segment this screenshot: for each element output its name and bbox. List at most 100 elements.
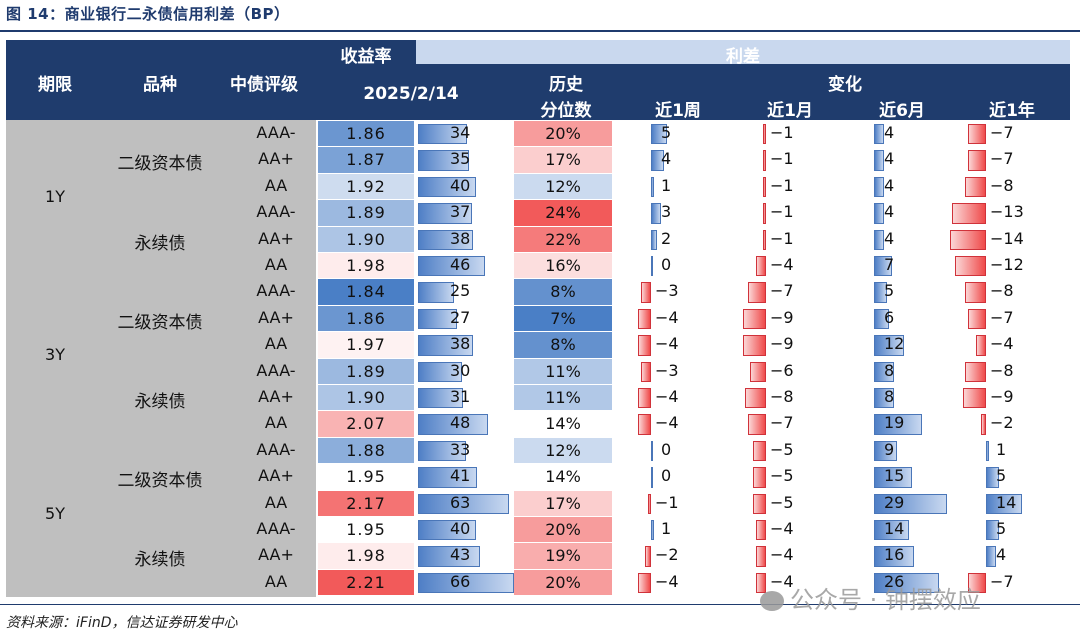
change-value: −9: [770, 307, 794, 327]
change-bar: [986, 467, 999, 488]
change-value: 12: [884, 334, 905, 354]
change-bar: [874, 546, 914, 567]
percentile-cell: 12%: [514, 173, 612, 200]
change-bar: [986, 520, 999, 541]
spread-value: 40: [450, 519, 471, 538]
change-value: −1: [655, 492, 679, 512]
percentile-cell: 24%: [514, 200, 612, 226]
yield-cell: 1.88: [318, 437, 414, 464]
change-bar: [753, 467, 766, 488]
change-value: −3: [655, 360, 679, 380]
spread-value: 40: [450, 175, 471, 195]
type-label: 永续债: [134, 550, 186, 571]
change-bar: [651, 440, 653, 462]
type-label: 二级资本债: [117, 154, 203, 175]
wechat-icon: [760, 591, 784, 611]
term-label: 3Y: [45, 345, 65, 365]
change-bar: [742, 308, 766, 330]
change-bar: [638, 335, 651, 356]
spread-value: 46: [450, 255, 471, 274]
change-value: −4: [770, 545, 794, 565]
yield-cell: 1.97: [318, 332, 414, 358]
spread-bar: [418, 572, 514, 594]
row-label-area: [6, 120, 316, 597]
change-bar: [980, 414, 986, 435]
spread-value: 34: [450, 123, 471, 142]
rating-cell: AA+: [258, 149, 294, 169]
change-bar: [874, 124, 884, 145]
change-value: 7: [884, 255, 895, 274]
spread-bar: [418, 282, 455, 303]
percentile-cell: 17%: [514, 490, 612, 516]
change-bar: [949, 229, 986, 250]
percentile-cell: 8%: [514, 279, 612, 305]
spread-bar: [418, 520, 476, 541]
change-bar: [874, 256, 892, 277]
change-value: −8: [770, 387, 794, 406]
spread-bar: [418, 467, 478, 488]
yield-cell: 1.89: [318, 358, 414, 384]
change-bar: [954, 256, 986, 277]
yield-cell: 2.21: [318, 569, 414, 596]
spread-bar: [418, 229, 474, 250]
spread-value: 38: [450, 228, 471, 248]
term-label: 1Y: [45, 187, 65, 206]
change-value: −2: [655, 545, 679, 565]
change-bar: [874, 414, 922, 435]
change-value: 26: [884, 571, 905, 591]
change-bar: [965, 282, 986, 303]
spread-bar: [418, 335, 474, 356]
change-bar: [641, 282, 651, 303]
header-spread-group: 利差: [726, 47, 760, 67]
header-hist-1: 历史: [549, 75, 583, 95]
rating-cell: AAA-: [256, 439, 296, 459]
rating-cell: AAA-: [256, 519, 296, 538]
change-bar: [874, 361, 894, 382]
change-bar: [641, 361, 651, 382]
spread-bar: [418, 388, 463, 409]
change-bar: [745, 388, 766, 409]
change-value: 1: [661, 175, 672, 195]
percentile-cell: 12%: [514, 437, 612, 464]
change-value: 4: [884, 202, 895, 222]
change-bar: [874, 467, 912, 488]
type-label: 二级资本债: [117, 312, 203, 333]
spread-bar: [418, 176, 476, 198]
type-label: 永续债: [134, 233, 186, 254]
rating-cell: AA+: [258, 228, 294, 248]
change-bar: [753, 493, 766, 514]
change-value: −7: [990, 149, 1014, 169]
percentile-cell: 17%: [514, 147, 612, 173]
watermark-text: 公众号 · 钟摆效应: [790, 586, 981, 614]
change-bar: [874, 282, 887, 303]
change-bar: [763, 229, 766, 250]
change-bar: [874, 150, 884, 171]
yield-cell: 1.95: [318, 517, 414, 543]
spread-value: 30: [450, 360, 471, 380]
spread-bar: [418, 361, 462, 382]
source-note: 资料来源：iFinD，信达证券研发中心: [6, 615, 238, 631]
change-value: 14: [996, 492, 1017, 512]
spread-value: 37: [450, 202, 471, 222]
spread-bar: [418, 414, 488, 435]
percentile-cell: 20%: [514, 517, 612, 543]
spread-bar: [418, 308, 458, 330]
rating-cell: AA: [264, 255, 288, 274]
change-bar: [750, 361, 766, 382]
change-bar: [747, 414, 766, 435]
change-bar: [874, 176, 884, 198]
spread-value: 33: [450, 439, 471, 459]
change-value: −5: [770, 466, 794, 486]
change-value: −12: [990, 255, 1024, 274]
yield-cell: 2.17: [318, 490, 414, 516]
rating-cell: AA: [264, 175, 288, 195]
yield-cell: 1.98: [318, 543, 414, 569]
change-value: −9: [770, 334, 794, 354]
yield-cell: 1.86: [318, 121, 414, 147]
change-bar: [874, 493, 947, 514]
change-value: −1: [770, 123, 794, 142]
change-bar: [874, 308, 889, 330]
change-value: 19: [884, 413, 905, 433]
spread-bar: [418, 546, 481, 567]
change-bar: [755, 520, 766, 541]
